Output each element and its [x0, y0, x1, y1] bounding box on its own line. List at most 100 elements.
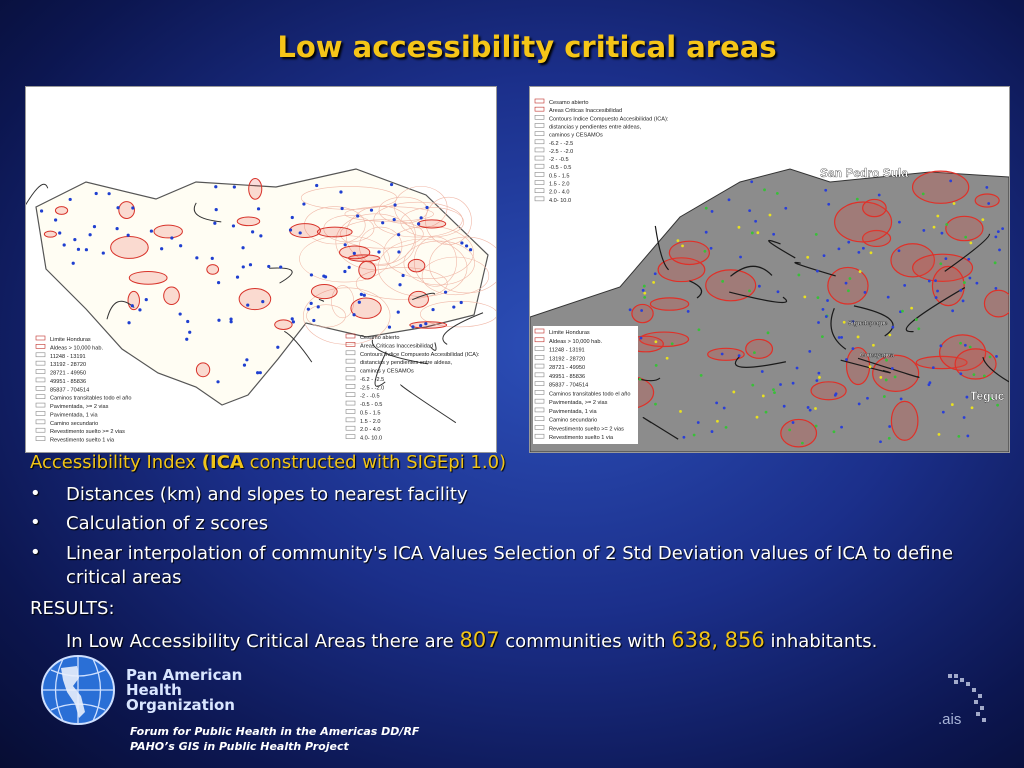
village: [951, 309, 955, 313]
legend-swatch: [35, 427, 46, 433]
village: [638, 377, 642, 381]
village: [784, 206, 788, 210]
road: [840, 359, 891, 374]
legend-swatch: [345, 342, 356, 347]
facility: [357, 300, 361, 304]
village: [966, 434, 970, 438]
village: [952, 202, 956, 205]
village: [715, 401, 719, 405]
facility: [416, 222, 421, 226]
legend-text: Revestimento suelto >= 2 vias: [50, 429, 125, 435]
facility: [401, 273, 405, 278]
legend-text: caminos y CESAMOs: [360, 369, 414, 375]
facility: [216, 281, 221, 285]
village: [993, 261, 997, 265]
village: [652, 281, 656, 284]
legend-text: Revestimento suelto 1 via: [50, 438, 115, 444]
legend-text: 11248 - 13191: [50, 354, 86, 360]
village: [756, 231, 760, 235]
village: [1001, 227, 1005, 231]
critical-area: [668, 240, 710, 266]
heading-text: Accessibility Index: [30, 452, 202, 473]
village: [824, 315, 828, 318]
facility: [256, 371, 260, 375]
village: [845, 358, 848, 361]
road: [654, 225, 670, 271]
village: [927, 383, 931, 387]
village: [710, 210, 714, 213]
legend-text: 0.5 - 1.5: [360, 410, 381, 416]
facility: [443, 290, 448, 294]
critical-area: [931, 265, 965, 307]
legend-swatch: [534, 372, 545, 378]
legend-text: distancias y pendientes entre aldeas,: [549, 124, 641, 130]
facility: [231, 224, 236, 228]
legend-swatch: [35, 352, 46, 358]
facility: [229, 317, 233, 321]
facility: [58, 231, 62, 235]
facility: [290, 317, 294, 321]
village: [995, 354, 998, 358]
critical-area: [407, 258, 426, 273]
village: [872, 343, 875, 347]
critical-area: [289, 223, 321, 239]
village: [964, 235, 968, 239]
facility: [126, 233, 130, 237]
village: [814, 232, 818, 236]
facility: [387, 325, 392, 329]
facility: [312, 318, 316, 323]
legend-text: 85837 - 704514: [50, 387, 89, 393]
bullet-text: Linear interpolation of community's ICA …: [66, 543, 954, 588]
org-name: Pan American: [126, 666, 243, 684]
village: [739, 255, 742, 259]
critical-area: [163, 286, 180, 306]
legend-swatch: [534, 188, 545, 193]
village: [727, 198, 731, 202]
critical-area: [238, 287, 272, 311]
ais-dots: [948, 674, 986, 722]
legend-swatch: [534, 363, 545, 369]
legend-text: -2 - -0.5: [549, 157, 569, 163]
facility: [309, 273, 314, 277]
legend-text: -6.2 - -2.5: [549, 141, 573, 147]
facility: [389, 182, 394, 187]
legend-swatch: [345, 333, 356, 339]
road: [442, 312, 484, 345]
contour: [306, 304, 346, 328]
facility: [88, 233, 92, 237]
village: [665, 356, 669, 360]
critical-area: [274, 319, 293, 330]
facility: [340, 206, 344, 211]
road: [371, 339, 429, 365]
facility: [232, 185, 236, 189]
legend-swatch: [345, 409, 356, 414]
village: [686, 309, 690, 313]
village: [720, 352, 724, 356]
legend-swatch: [534, 106, 545, 112]
village: [697, 328, 701, 332]
facility: [241, 246, 245, 250]
critical-area: [316, 226, 353, 238]
legend-text: Cesamo abierto: [549, 100, 589, 106]
village: [815, 379, 819, 383]
village: [989, 397, 993, 400]
facility: [217, 318, 221, 322]
facility: [144, 298, 148, 302]
village: [806, 406, 810, 409]
village: [722, 406, 726, 410]
legend-text: -0.5 - 0.5: [360, 402, 382, 408]
place-label: Teguc: [970, 389, 1005, 403]
results-label: RESULTS:: [30, 598, 115, 619]
bullet-text: Calculation of z scores: [66, 513, 269, 534]
village: [732, 390, 736, 394]
road: [318, 298, 325, 302]
ais-text: .ais: [938, 711, 961, 728]
facility: [107, 192, 111, 196]
village: [844, 281, 848, 285]
village: [639, 336, 643, 340]
village: [851, 320, 855, 323]
critical-area: [310, 284, 338, 300]
facility: [425, 205, 429, 210]
village: [962, 281, 966, 284]
village: [914, 318, 918, 322]
